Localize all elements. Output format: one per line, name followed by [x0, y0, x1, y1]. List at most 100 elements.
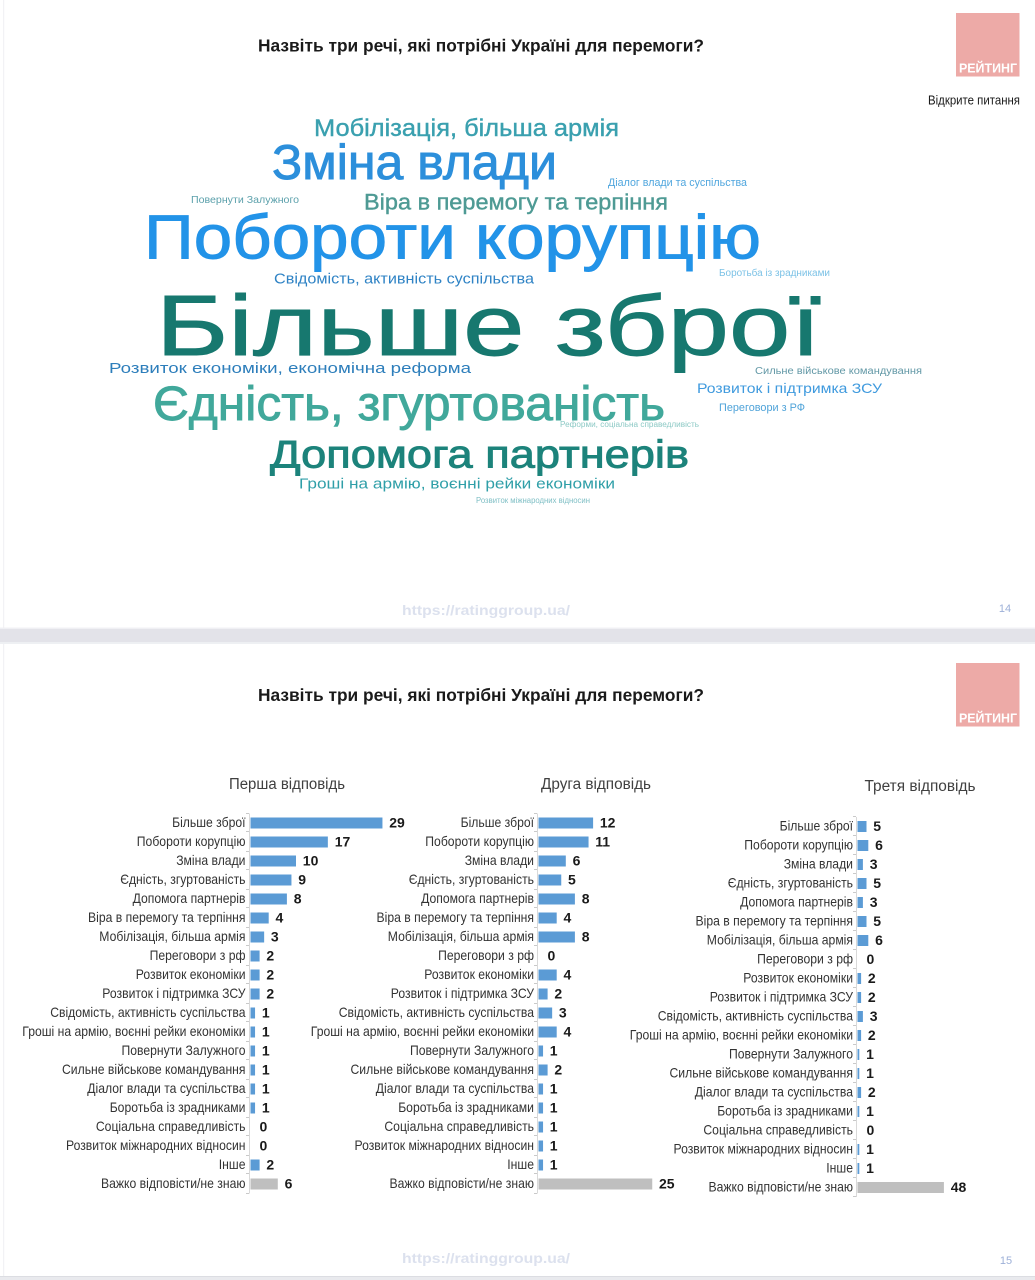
- svg-text:1: 1: [262, 1081, 270, 1097]
- svg-text:0: 0: [260, 1119, 268, 1135]
- svg-text:2: 2: [554, 986, 562, 1002]
- svg-text:Розвиток міжнародних відносин: Розвиток міжнародних відносин: [66, 1137, 246, 1153]
- svg-text:1: 1: [866, 1046, 874, 1062]
- svg-text:Розвиток економіки: Розвиток економіки: [743, 970, 853, 986]
- svg-text:Більше зброї: Більше зброї: [461, 814, 534, 830]
- svg-text:6: 6: [875, 932, 883, 948]
- svg-text:2: 2: [868, 1084, 876, 1100]
- svg-text:Переговори з рф: Переговори з рф: [150, 947, 246, 963]
- svg-text:2: 2: [554, 1062, 562, 1078]
- svg-text:0: 0: [548, 948, 556, 964]
- svg-text:5: 5: [873, 818, 881, 834]
- svg-text:8: 8: [582, 929, 590, 945]
- svg-text:Гроші на армію, воєнні рейки е: Гроші на армію, воєнні рейки економіки: [299, 476, 615, 493]
- svg-text:4: 4: [564, 1024, 572, 1040]
- svg-text:2: 2: [868, 989, 876, 1005]
- svg-text:Гроші на армію, воєнні рейки е: Гроші на армію, воєнні рейки економіки: [630, 1027, 853, 1043]
- svg-text:Побороти корупцію: Побороти корупцію: [744, 837, 853, 853]
- svg-text:Друга відповідь: Друга відповідь: [541, 776, 651, 793]
- svg-text:2: 2: [868, 970, 876, 986]
- svg-text:Більше зброї: Більше зброї: [780, 818, 853, 834]
- svg-text:1: 1: [866, 1103, 874, 1119]
- svg-text:Сильне військове командування: Сильне військове командування: [351, 1061, 535, 1077]
- svg-text:2: 2: [266, 1157, 274, 1173]
- svg-text:Розвиток економіки, економічна: Розвиток економіки, економічна реформа: [109, 360, 472, 377]
- svg-text:10: 10: [303, 853, 319, 869]
- svg-text:Повернути Залужного: Повернути Залужного: [410, 1042, 534, 1058]
- svg-text:3: 3: [870, 1008, 878, 1024]
- svg-text:Діалог влади та суспільства: Діалог влади та суспільства: [376, 1080, 534, 1096]
- svg-text:Переговори з РФ: Переговори з РФ: [719, 402, 805, 414]
- svg-text:5: 5: [568, 872, 576, 888]
- svg-text:Свідомість, активність суспіль: Свідомість, активність суспільства: [50, 1004, 245, 1020]
- svg-text:Віра в перемогу та терпіння: Віра в перемогу та терпіння: [696, 913, 854, 929]
- svg-text:Єдність, згуртованість: Єдність, згуртованість: [120, 871, 245, 887]
- svg-text:Діалог влади та суспільства: Діалог влади та суспільства: [695, 1084, 853, 1100]
- svg-text:1: 1: [550, 1119, 558, 1135]
- svg-text:1: 1: [550, 1157, 558, 1173]
- svg-text:48: 48: [951, 1179, 967, 1195]
- svg-text:0: 0: [867, 1122, 875, 1138]
- svg-text:Побороти корупцію: Побороти корупцію: [144, 204, 761, 273]
- svg-text:Сильне військове командування: Сильне військове командування: [755, 366, 922, 377]
- svg-text:Відкрите питання: Відкрите питання: [928, 94, 1020, 108]
- svg-text:Переговори з рф: Переговори з рф: [757, 951, 853, 967]
- svg-text:12: 12: [600, 815, 616, 831]
- svg-text:Мобілізація, більша армія: Мобілізація, більша армія: [314, 115, 619, 142]
- svg-text:6: 6: [875, 837, 883, 853]
- svg-text:Розвиток і підтримка ЗСУ: Розвиток і підтримка ЗСУ: [710, 989, 853, 1005]
- svg-text:9: 9: [298, 872, 306, 888]
- svg-text:Гроші на армію, воєнні рейки е: Гроші на армію, воєнні рейки економіки: [311, 1023, 534, 1039]
- svg-text:РЕЙТИНГ: РЕЙТИНГ: [959, 711, 1017, 726]
- svg-text:Соціальна справедливість: Соціальна справедливість: [384, 1118, 534, 1134]
- svg-text:4: 4: [276, 910, 284, 926]
- svg-text:1: 1: [550, 1043, 558, 1059]
- svg-text:Назвіть три речі, які потрібні: Назвіть три речі, які потрібні Україні д…: [258, 35, 704, 55]
- svg-text:Повернути Залужного: Повернути Залужного: [729, 1046, 853, 1062]
- svg-text:1: 1: [550, 1138, 558, 1154]
- svg-text:1: 1: [262, 1005, 270, 1021]
- svg-text:Розвиток економіки: Розвиток економіки: [136, 966, 246, 982]
- svg-text:Зміна влади: Зміна влади: [176, 852, 245, 868]
- svg-text:1: 1: [262, 1100, 270, 1116]
- svg-text:1: 1: [262, 1024, 270, 1040]
- svg-text:2: 2: [266, 967, 274, 983]
- svg-text:Реформи, соціальна справедливі: Реформи, соціальна справедливість: [560, 420, 699, 429]
- svg-text:14: 14: [999, 603, 1011, 615]
- svg-text:Третя відповідь: Третя відповідь: [865, 778, 976, 795]
- svg-text:Боротьба із зрадниками: Боротьба із зрадниками: [110, 1099, 246, 1115]
- svg-text:4: 4: [564, 910, 572, 926]
- svg-text:РЕЙТИНГ: РЕЙТИНГ: [959, 61, 1017, 76]
- svg-text:Допомога партнерів: Допомога партнерів: [421, 890, 534, 906]
- svg-text:Розвиток міжнародних відносин: Розвиток міжнародних відносин: [355, 1137, 535, 1153]
- svg-text:Боротьба із зрадниками: Боротьба із зрадниками: [719, 267, 830, 279]
- svg-text:Інше: Інше: [219, 1156, 246, 1172]
- svg-text:Єдність, згуртованість: Єдність, згуртованість: [409, 871, 534, 887]
- svg-text:4: 4: [564, 967, 572, 983]
- svg-text:Перша відповідь: Перша відповідь: [229, 776, 345, 793]
- svg-text:1: 1: [262, 1043, 270, 1059]
- svg-text:11: 11: [595, 834, 610, 850]
- svg-text:2: 2: [266, 948, 274, 964]
- svg-text:Соціальна справедливість: Соціальна справедливість: [96, 1118, 246, 1134]
- svg-text:Єдність, згуртованість: Єдність, згуртованість: [728, 875, 853, 891]
- svg-text:Свідомість, активність суспіль: Свідомість, активність суспільства: [339, 1004, 534, 1020]
- svg-text:0: 0: [867, 951, 875, 967]
- svg-text:Гроші на армію, воєнні рейки е: Гроші на армію, воєнні рейки економіки: [22, 1023, 245, 1039]
- svg-text:Боротьба із зрадниками: Боротьба із зрадниками: [717, 1103, 853, 1119]
- svg-text:Соціальна справедливість: Соціальна справедливість: [703, 1122, 853, 1138]
- svg-text:Сильне військове командування: Сильне військове командування: [62, 1061, 246, 1077]
- svg-text:Переговори з рф: Переговори з рф: [438, 947, 534, 963]
- svg-text:17: 17: [335, 834, 351, 850]
- svg-text:1: 1: [866, 1141, 874, 1157]
- svg-text:Розвиток міжнародних відносин: Розвиток міжнародних відносин: [476, 496, 590, 505]
- svg-text:2: 2: [868, 1027, 876, 1043]
- svg-text:1: 1: [550, 1081, 558, 1097]
- svg-text:Допомога партнерів: Допомога партнерів: [133, 890, 246, 906]
- svg-text:Зміна влади: Зміна влади: [465, 852, 534, 868]
- svg-text:Розвиток і підтримка ЗСУ: Розвиток і підтримка ЗСУ: [697, 380, 882, 396]
- svg-text:Повернути Залужного: Повернути Залужного: [122, 1042, 246, 1058]
- svg-text:25: 25: [659, 1176, 675, 1192]
- svg-text:Побороти корупцію: Побороти корупцію: [137, 833, 246, 849]
- svg-text:Мобілізація, більша армія: Мобілізація, більша армія: [99, 928, 245, 944]
